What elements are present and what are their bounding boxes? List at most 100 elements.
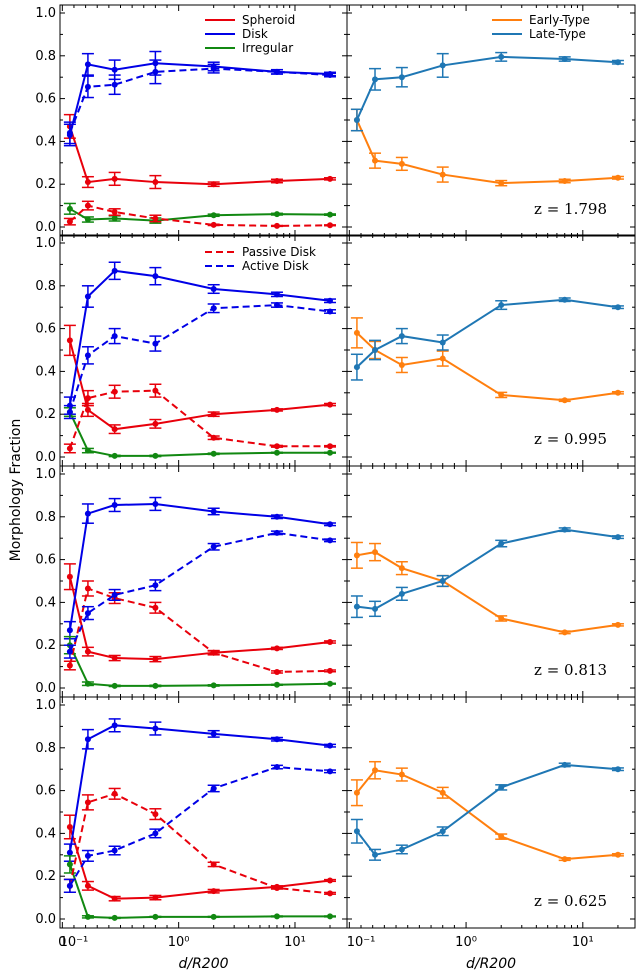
data-point: [327, 768, 334, 775]
data-point: [273, 406, 280, 413]
series-line-1: [63, 718, 337, 862]
panel-frame: [59, 465, 348, 698]
redshift-label: z = 1.798: [534, 200, 607, 218]
data-point: [66, 218, 73, 225]
data-point: [273, 443, 280, 450]
redshift-label: z = 0.625: [534, 892, 607, 910]
data-point: [210, 411, 217, 418]
data-point: [84, 395, 91, 402]
data-point: [210, 212, 217, 219]
data-point: [152, 273, 159, 280]
data-point: [398, 361, 405, 368]
series-line-2: [63, 407, 337, 459]
data-point: [327, 175, 334, 182]
series-line: [356, 119, 619, 185]
series-line-0: [63, 814, 337, 902]
data-point: [498, 784, 505, 791]
data-point: [84, 913, 91, 920]
data-point: [439, 62, 446, 69]
series-line: [68, 644, 331, 687]
data-point: [372, 76, 379, 83]
data-point: [327, 308, 334, 315]
y-tick-label: 0.8: [35, 741, 56, 756]
data-point: [84, 179, 91, 186]
data-point: [84, 352, 91, 359]
data-point: [152, 894, 159, 901]
data-point: [327, 211, 334, 218]
data-point: [84, 61, 91, 68]
x-axis-title: d/R200: [466, 956, 516, 972]
data-point: [210, 730, 217, 737]
data-point: [84, 216, 91, 223]
data-point: [111, 209, 118, 216]
redshift-label: z = 0.995: [534, 430, 607, 448]
data-point: [152, 179, 159, 186]
series-disk: [63, 50, 337, 147]
data-point: [66, 409, 73, 416]
x-tick-label: 10⁻¹: [60, 935, 89, 950]
series-line-4: [63, 59, 337, 145]
data-point: [353, 552, 360, 559]
data-point: [561, 397, 568, 404]
data-point: [84, 406, 91, 413]
data-point: [561, 56, 568, 63]
y-tick-label: 0.0: [35, 912, 56, 927]
series-line-4: [63, 764, 337, 893]
series-line: [68, 126, 331, 186]
data-point: [614, 851, 621, 858]
series-line: [68, 502, 331, 631]
data-point: [152, 215, 159, 222]
data-point: [152, 420, 159, 427]
data-point: [273, 291, 280, 298]
legend-entry: Spheroid: [205, 13, 295, 27]
data-point: [152, 811, 159, 818]
data-point: [210, 785, 217, 792]
data-point: [327, 638, 334, 645]
data-point: [353, 329, 360, 336]
data-point: [439, 171, 446, 178]
data-point: [439, 578, 446, 584]
data-point: [111, 790, 118, 797]
data-point: [210, 508, 217, 515]
data-point: [273, 913, 280, 920]
data-point: [152, 604, 159, 611]
data-point: [66, 205, 73, 212]
panel-frame: [59, 4, 348, 237]
data-point: [498, 53, 505, 60]
data-point: [111, 502, 118, 509]
data-point: [327, 401, 334, 408]
x-tick-label: 10⁰: [455, 935, 477, 950]
data-point: [614, 389, 621, 396]
data-point: [398, 74, 405, 81]
panel-left-row-3: 0.0 0.2 0.4 0.6 0.8 1.0 010⁻¹ 10⁰ 10¹ d/R200: [35, 696, 348, 972]
data-point: [498, 833, 505, 840]
data-point: [273, 222, 280, 229]
series-line: [356, 763, 619, 856]
y-tick-label: 1.0: [35, 467, 56, 482]
series-line-3: [63, 200, 337, 229]
legend-entry: Active Disk: [205, 259, 309, 273]
data-point: [327, 667, 334, 674]
data-point: [84, 882, 91, 889]
data-point: [111, 66, 118, 73]
data-point: [111, 267, 118, 274]
data-point: [561, 296, 568, 303]
data-point: [273, 68, 280, 75]
data-point: [152, 913, 159, 920]
data-point: [152, 68, 159, 75]
data-point: [614, 534, 621, 541]
data-point: [111, 333, 118, 340]
data-point: [152, 656, 159, 663]
data-point: [327, 449, 334, 456]
data-point: [273, 645, 280, 652]
data-point: [152, 725, 159, 732]
legend-label: Late-Type: [529, 27, 586, 41]
data-point: [327, 890, 334, 897]
data-point: [498, 615, 505, 622]
data-point: [561, 526, 568, 533]
data-point: [498, 180, 505, 187]
y-tick-label: 1.0: [35, 6, 56, 21]
data-point: [372, 767, 379, 774]
data-point: [152, 452, 159, 459]
data-point: [111, 452, 118, 459]
